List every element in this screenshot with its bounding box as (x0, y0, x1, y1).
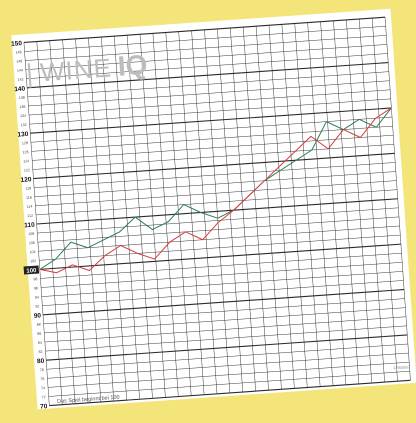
grid-line-vertical (281, 24, 308, 388)
footer-tag: FR64567 (393, 364, 411, 370)
y-tick-label-minor: 118 (25, 186, 31, 190)
grid-line-vertical (126, 35, 153, 399)
y-tick-label-major: 110 (24, 222, 35, 230)
chart-grid (23, 16, 411, 407)
grid-line-vertical (165, 32, 192, 396)
y-tick-label-minor: 104 (29, 250, 35, 254)
y-tick-label-minor: 102 (30, 259, 36, 263)
grid-line-vertical (320, 21, 347, 385)
y-tick-label-minor: 106 (29, 241, 35, 245)
y-tick-label-major: 140 (14, 85, 26, 93)
grid-line-vertical (371, 18, 398, 382)
y-tick-label-minor: 136 (19, 105, 25, 109)
y-tick-label-minor: 144 (17, 68, 23, 72)
start-value-box (23, 265, 40, 275)
y-tick-label-major: 150 (11, 40, 23, 48)
y-tick-label-minor: 72 (42, 395, 46, 399)
grid-line-vertical (88, 37, 115, 402)
grid-line-vertical (178, 31, 205, 395)
y-tick-label-minor: 88 (37, 323, 41, 327)
y-tick-label-minor: 128 (22, 141, 28, 145)
y-tick-label-minor: 114 (27, 205, 33, 209)
grid-line-vertical (359, 18, 385, 383)
grid-line-vertical (217, 28, 244, 393)
logo-text-wine: WINE (39, 52, 113, 87)
y-tick-label-minor: 78 (40, 368, 44, 372)
y-tick-label-minor: 76 (40, 377, 44, 381)
y-tick-label-minor: 96 (34, 286, 38, 290)
y-tick-label-minor: 74 (41, 386, 45, 390)
y-axis-ticks: 70 80 90 100 110 120 130 140 150 72 74 76 78 82 84 86 88… (11, 40, 48, 411)
grid-line-vertical (204, 29, 231, 393)
y-tick-label-minor: 126 (22, 150, 28, 154)
grid-line-vertical (384, 17, 411, 381)
grid-line-vertical (36, 41, 63, 405)
y-tick-label-minor: 94 (35, 295, 39, 299)
grid-line-vertical (307, 22, 334, 386)
grid-line-vertical (101, 37, 127, 401)
grid-line-vertical (152, 33, 179, 397)
footer-caption: Das Spiel beginnt bei 100 (57, 395, 120, 405)
start-value-label: 100 (26, 268, 37, 275)
grid-line-vertical (333, 20, 360, 384)
grid-line-vertical (230, 27, 256, 392)
y-tick-label-minor: 134 (20, 114, 26, 118)
y-tick-label-major: 80 (37, 358, 45, 366)
grid-line-vertical (242, 27, 269, 391)
y-tick-label-major: 130 (17, 131, 29, 139)
grid-line-vertical (49, 40, 76, 404)
y-tick-label-minor: 98 (33, 277, 37, 281)
y-tick-label-minor: 148 (15, 50, 21, 54)
y-tick-label-minor: 82 (38, 350, 42, 354)
chart-paper (11, 8, 416, 410)
grid-line-vertical (139, 34, 166, 398)
data-series (39, 107, 392, 274)
y-tick-label-minor: 142 (17, 77, 23, 81)
logo-text-iq: IQ (117, 49, 149, 82)
grid-line-vertical (268, 25, 295, 389)
y-tick-label-minor: 138 (19, 96, 25, 100)
y-tick-label-minor: 108 (28, 232, 34, 236)
y-tick-label-major: 120 (20, 176, 32, 184)
y-tick-label-minor: 116 (26, 195, 32, 199)
grid-line-vertical (255, 26, 282, 390)
series-line-1 (39, 107, 392, 270)
logo-bar: | (25, 58, 34, 88)
y-tick-label-minor: 132 (21, 123, 27, 127)
grid-line-vertical (23, 42, 50, 406)
y-tick-label-minor: 124 (23, 159, 29, 163)
y-tick-label-minor: 122 (24, 168, 30, 172)
series-line-2 (39, 107, 392, 274)
grid-line-vertical (346, 19, 372, 384)
y-tick-label-minor: 92 (35, 304, 39, 308)
y-tick-label-minor: 86 (37, 332, 41, 336)
wine-iq-logo: | WINE IQ (25, 49, 148, 88)
y-tick-label-major: 70 (40, 403, 48, 411)
y-tick-label-minor: 112 (27, 214, 33, 218)
grid-line-vertical (191, 30, 218, 394)
y-tick-label-minor: 146 (16, 59, 22, 63)
grid-line-vertical (75, 38, 102, 402)
y-tick-label-minor: 84 (38, 341, 42, 345)
grid-line-vertical (62, 39, 89, 403)
y-tick-label-major: 90 (34, 312, 42, 320)
grid-line-vertical (294, 23, 321, 387)
grid-line-vertical (113, 36, 140, 400)
